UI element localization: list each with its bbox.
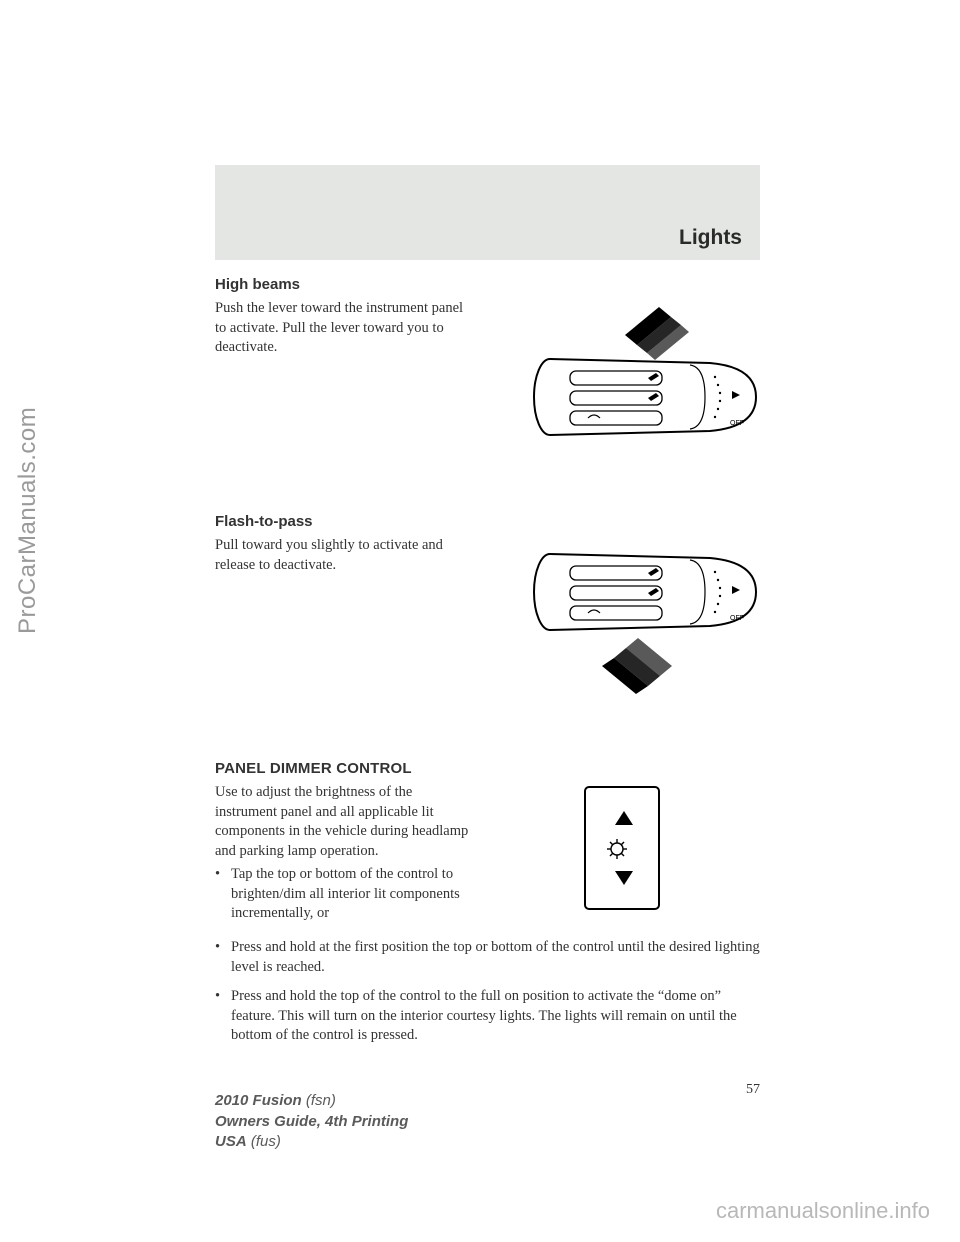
footer-block: 2010 Fusion (fsn) Owners Guide, 4th Prin… — [215, 1091, 408, 1152]
watermark-bottom: carmanualsonline.info — [716, 1198, 930, 1224]
footer-guide: Owners Guide, 4th Printing — [215, 1113, 408, 1130]
footer-model-code: (fsn) — [302, 1092, 336, 1109]
footer-region: USA — [215, 1133, 247, 1150]
section-title: Lights — [679, 226, 742, 250]
text-dimmer-intro: Use to adjust the brightness of the inst… — [215, 783, 470, 934]
diagram-flash-to-pass: OFF — [484, 536, 760, 696]
dimmer-control-icon — [577, 783, 667, 913]
dimmer-bullet-2: Press and hold the top of the control to… — [215, 987, 760, 1046]
off-label: OFF — [730, 420, 744, 427]
dimmer-bullet-1: Press and hold at the first position the… — [215, 938, 760, 977]
header-band: Lights — [215, 165, 760, 260]
footer-model: 2010 Fusion — [215, 1092, 302, 1109]
heading-flash-to-pass: Flash-to-pass — [215, 513, 760, 530]
text-flash-to-pass: Pull toward you slightly to activate and… — [215, 536, 470, 575]
dimmer-intro-text: Use to adjust the brightness of the inst… — [215, 784, 468, 859]
stalk-pull-icon: OFF — [530, 536, 760, 696]
section-high-beams: High beams Push the lever toward the ins… — [215, 276, 760, 485]
page-content: Lights High beams Push the lever toward … — [215, 165, 760, 1098]
section-dimmer: PANEL DIMMER CONTROL Use to adjust the b… — [215, 760, 760, 1046]
diagram-high-beams: OFF — [484, 299, 760, 449]
heading-dimmer: PANEL DIMMER CONTROL — [215, 760, 760, 777]
watermark-left: ProCarManuals.com — [14, 407, 42, 634]
footer-region-code: (fus) — [247, 1133, 281, 1150]
stalk-push-icon: OFF — [530, 299, 760, 449]
off-label-2: OFF — [730, 615, 744, 622]
text-high-beams: Push the lever toward the instrument pan… — [215, 299, 470, 358]
section-flash-to-pass: Flash-to-pass Pull toward you slightly t… — [215, 513, 760, 732]
heading-high-beams: High beams — [215, 276, 760, 293]
dimmer-bullet-0: Tap the top or bottom of the control to … — [215, 865, 470, 924]
diagram-dimmer — [484, 783, 760, 913]
